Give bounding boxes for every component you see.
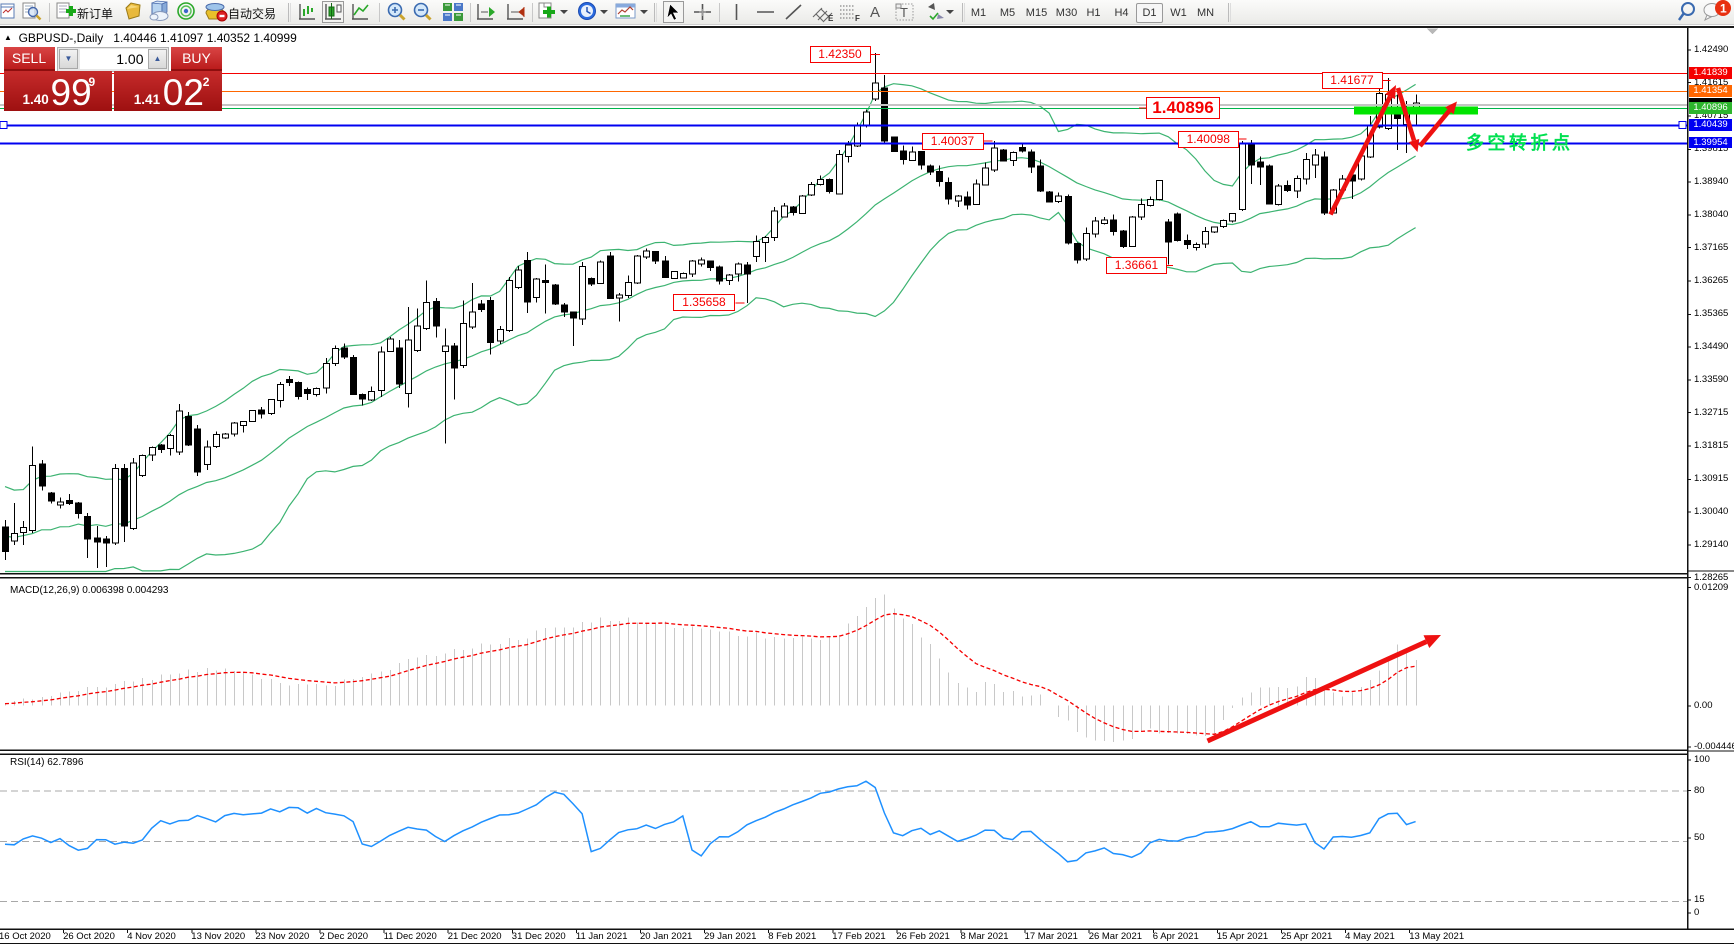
svg-text:F: F	[855, 14, 860, 23]
svg-text:E: E	[828, 14, 834, 23]
svg-text:A: A	[870, 4, 880, 21]
svg-text:1: 1	[1720, 2, 1727, 16]
svg-text:T: T	[900, 5, 908, 20]
